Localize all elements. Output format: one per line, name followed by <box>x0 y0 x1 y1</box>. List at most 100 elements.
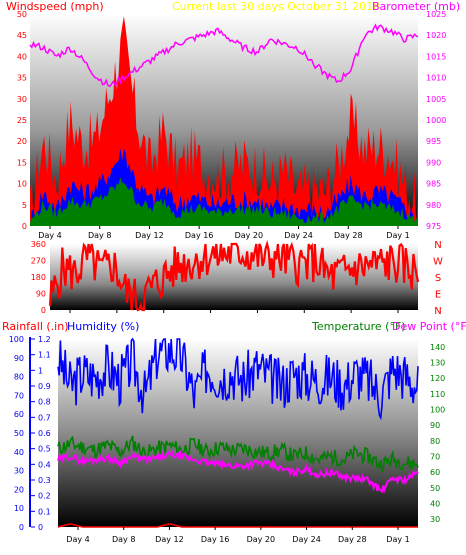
direction-tick-label: 90 <box>36 290 46 299</box>
temperature-tick-label: 140 <box>430 343 445 352</box>
rain-tick-label: 0.8 <box>38 398 51 407</box>
climate-x-tick-label: Day 8 <box>112 535 135 544</box>
barometer-tick-label: 1005 <box>426 95 446 104</box>
climate-axis-ticks: 0 10 20 30 40 50 60 70 80 90 100 0 0.1 0.2 0.3 0.4 0.5 0.… <box>9 335 446 544</box>
rain-tick-label: 0.5 <box>38 445 51 454</box>
compass-label: E <box>435 290 441 301</box>
direction-tick-label: 0 <box>41 306 46 315</box>
wind-x-tick-label: Day 16 <box>185 231 214 240</box>
barometer-tick-label: 990 <box>426 158 441 167</box>
humidity-tick-label: 0 <box>19 523 24 532</box>
wind-tick-label: 30 <box>17 95 27 104</box>
barometer-tick-label: 1015 <box>426 52 446 61</box>
compass-label: S <box>435 273 441 284</box>
humidity-tick-label: 10 <box>14 504 24 513</box>
humidity-tick-label: 90 <box>14 354 24 363</box>
rainfall-series <box>57 523 418 528</box>
windspeed-axis-label: Windspeed (mph) <box>6 0 104 13</box>
wind-plot <box>29 16 419 226</box>
wind-tick-label: 10 <box>17 180 27 189</box>
barometer-tick-label: 1010 <box>426 74 446 83</box>
temperature-tick-label: 80 <box>430 437 440 446</box>
wind-x-tick-label: Day 8 <box>88 231 111 240</box>
compass-label: W <box>433 257 443 268</box>
climate-x-tick-label: Day 12 <box>155 535 184 544</box>
rain-tick-label: 1 <box>38 366 43 375</box>
humidity-axis-label: Humidity (%) <box>67 320 139 333</box>
wind-tick-label: 15 <box>17 158 27 167</box>
wind-tick-label: 0 <box>22 222 27 231</box>
temperature-tick-label: 100 <box>430 406 445 415</box>
rain-tick-label: 0.9 <box>38 382 51 391</box>
rain-tick-label: 0.6 <box>38 429 51 438</box>
temperature-tick-label: 120 <box>430 374 445 383</box>
rain-tick-label: 0.7 <box>38 413 51 422</box>
humidity-tick-label: 50 <box>14 429 24 438</box>
direction-tick-label: 270 <box>31 257 46 266</box>
climate-x-tick-label: Day 28 <box>338 535 367 544</box>
wind-tick-label: 40 <box>17 52 27 61</box>
rain-humidity-temperature-panel: Rainfall (.in) Humidity (%) Temperature … <box>2 320 466 544</box>
wind-tick-label: 35 <box>17 74 27 83</box>
compass-label: N <box>434 240 441 251</box>
direction-tick-label: 360 <box>31 240 46 249</box>
climate-x-tick-label: Day 1 <box>386 535 409 544</box>
wind-x-tick-label: Day 20 <box>235 231 264 240</box>
rain-tick-label: 0.3 <box>38 476 51 485</box>
direction-series <box>48 239 420 312</box>
barometer-tick-label: 975 <box>426 222 441 231</box>
rainfall-axis-label: Rainfall (.in) <box>2 320 69 333</box>
wind-tick-label: 50 <box>17 10 27 19</box>
rain-tick-label: 1.2 <box>38 335 51 344</box>
wind-chart-title: Current last 30 days October 31 2018 <box>172 0 380 13</box>
temperature-series <box>57 435 419 473</box>
temperature-tick-label: 130 <box>430 359 445 368</box>
climate-plot <box>57 337 419 528</box>
temperature-tick-label: 110 <box>430 390 445 399</box>
temperature-tick-label: 30 <box>430 515 440 524</box>
temperature-tick-label: 90 <box>430 421 440 430</box>
temperature-tick-label: 40 <box>430 500 440 509</box>
barometer-series <box>29 23 419 88</box>
humidity-tick-label: 30 <box>14 467 24 476</box>
rain-tick-label: 0 <box>38 523 43 532</box>
humidity-tick-label: 80 <box>14 373 24 382</box>
barometer-axis-label: Barometer (mb) <box>372 0 460 13</box>
wind-x-tick-label: Day 12 <box>135 231 164 240</box>
barometer-tick-label: 1025 <box>426 10 446 19</box>
humidity-tick-label: 60 <box>14 410 24 419</box>
humidity-tick-label: 100 <box>9 335 24 344</box>
barometer-tick-label: 985 <box>426 180 441 189</box>
climate-x-tick-label: Day 4 <box>66 535 89 544</box>
wind-tick-label: 20 <box>17 137 27 146</box>
barometer-tick-label: 1000 <box>426 116 446 125</box>
climate-x-tick-label: Day 16 <box>201 535 230 544</box>
rain-tick-label: 1.1 <box>38 351 51 360</box>
wind-barometer-panel: Windspeed (mph) Current last 30 days Oct… <box>6 0 460 240</box>
barometer-tick-label: 995 <box>426 137 441 146</box>
humidity-tick-label: 70 <box>14 391 24 400</box>
rain-tick-label: 0.2 <box>38 492 51 501</box>
wind-x-tick-label: Day 28 <box>334 231 363 240</box>
wind-axis-ticks: 0510152025303540455097598098599099510001… <box>17 10 447 240</box>
humidity-tick-label: 40 <box>14 448 24 457</box>
temperature-tick-label: 50 <box>430 484 440 493</box>
direction-plot <box>48 239 420 312</box>
direction-tick-label: 180 <box>31 273 46 282</box>
wind-tick-label: 45 <box>17 31 27 40</box>
average-series <box>30 177 418 226</box>
rain-tick-label: 0.4 <box>38 460 51 469</box>
wind-x-tick-label: Day 1 <box>386 231 409 240</box>
climate-x-tick-label: Day 24 <box>292 535 321 544</box>
climate-x-tick-label: Day 20 <box>247 535 276 544</box>
dewpoint-series <box>57 449 419 494</box>
temperature-tick-label: 60 <box>430 468 440 477</box>
humidity-series <box>57 337 419 421</box>
barometer-tick-label: 1020 <box>426 31 446 40</box>
wind-tick-label: 5 <box>22 201 27 210</box>
humidity-tick-label: 20 <box>14 485 24 494</box>
wind-x-tick-label: Day 4 <box>38 231 61 240</box>
dewpoint-axis-label: Dew Point (°F) <box>392 320 466 333</box>
